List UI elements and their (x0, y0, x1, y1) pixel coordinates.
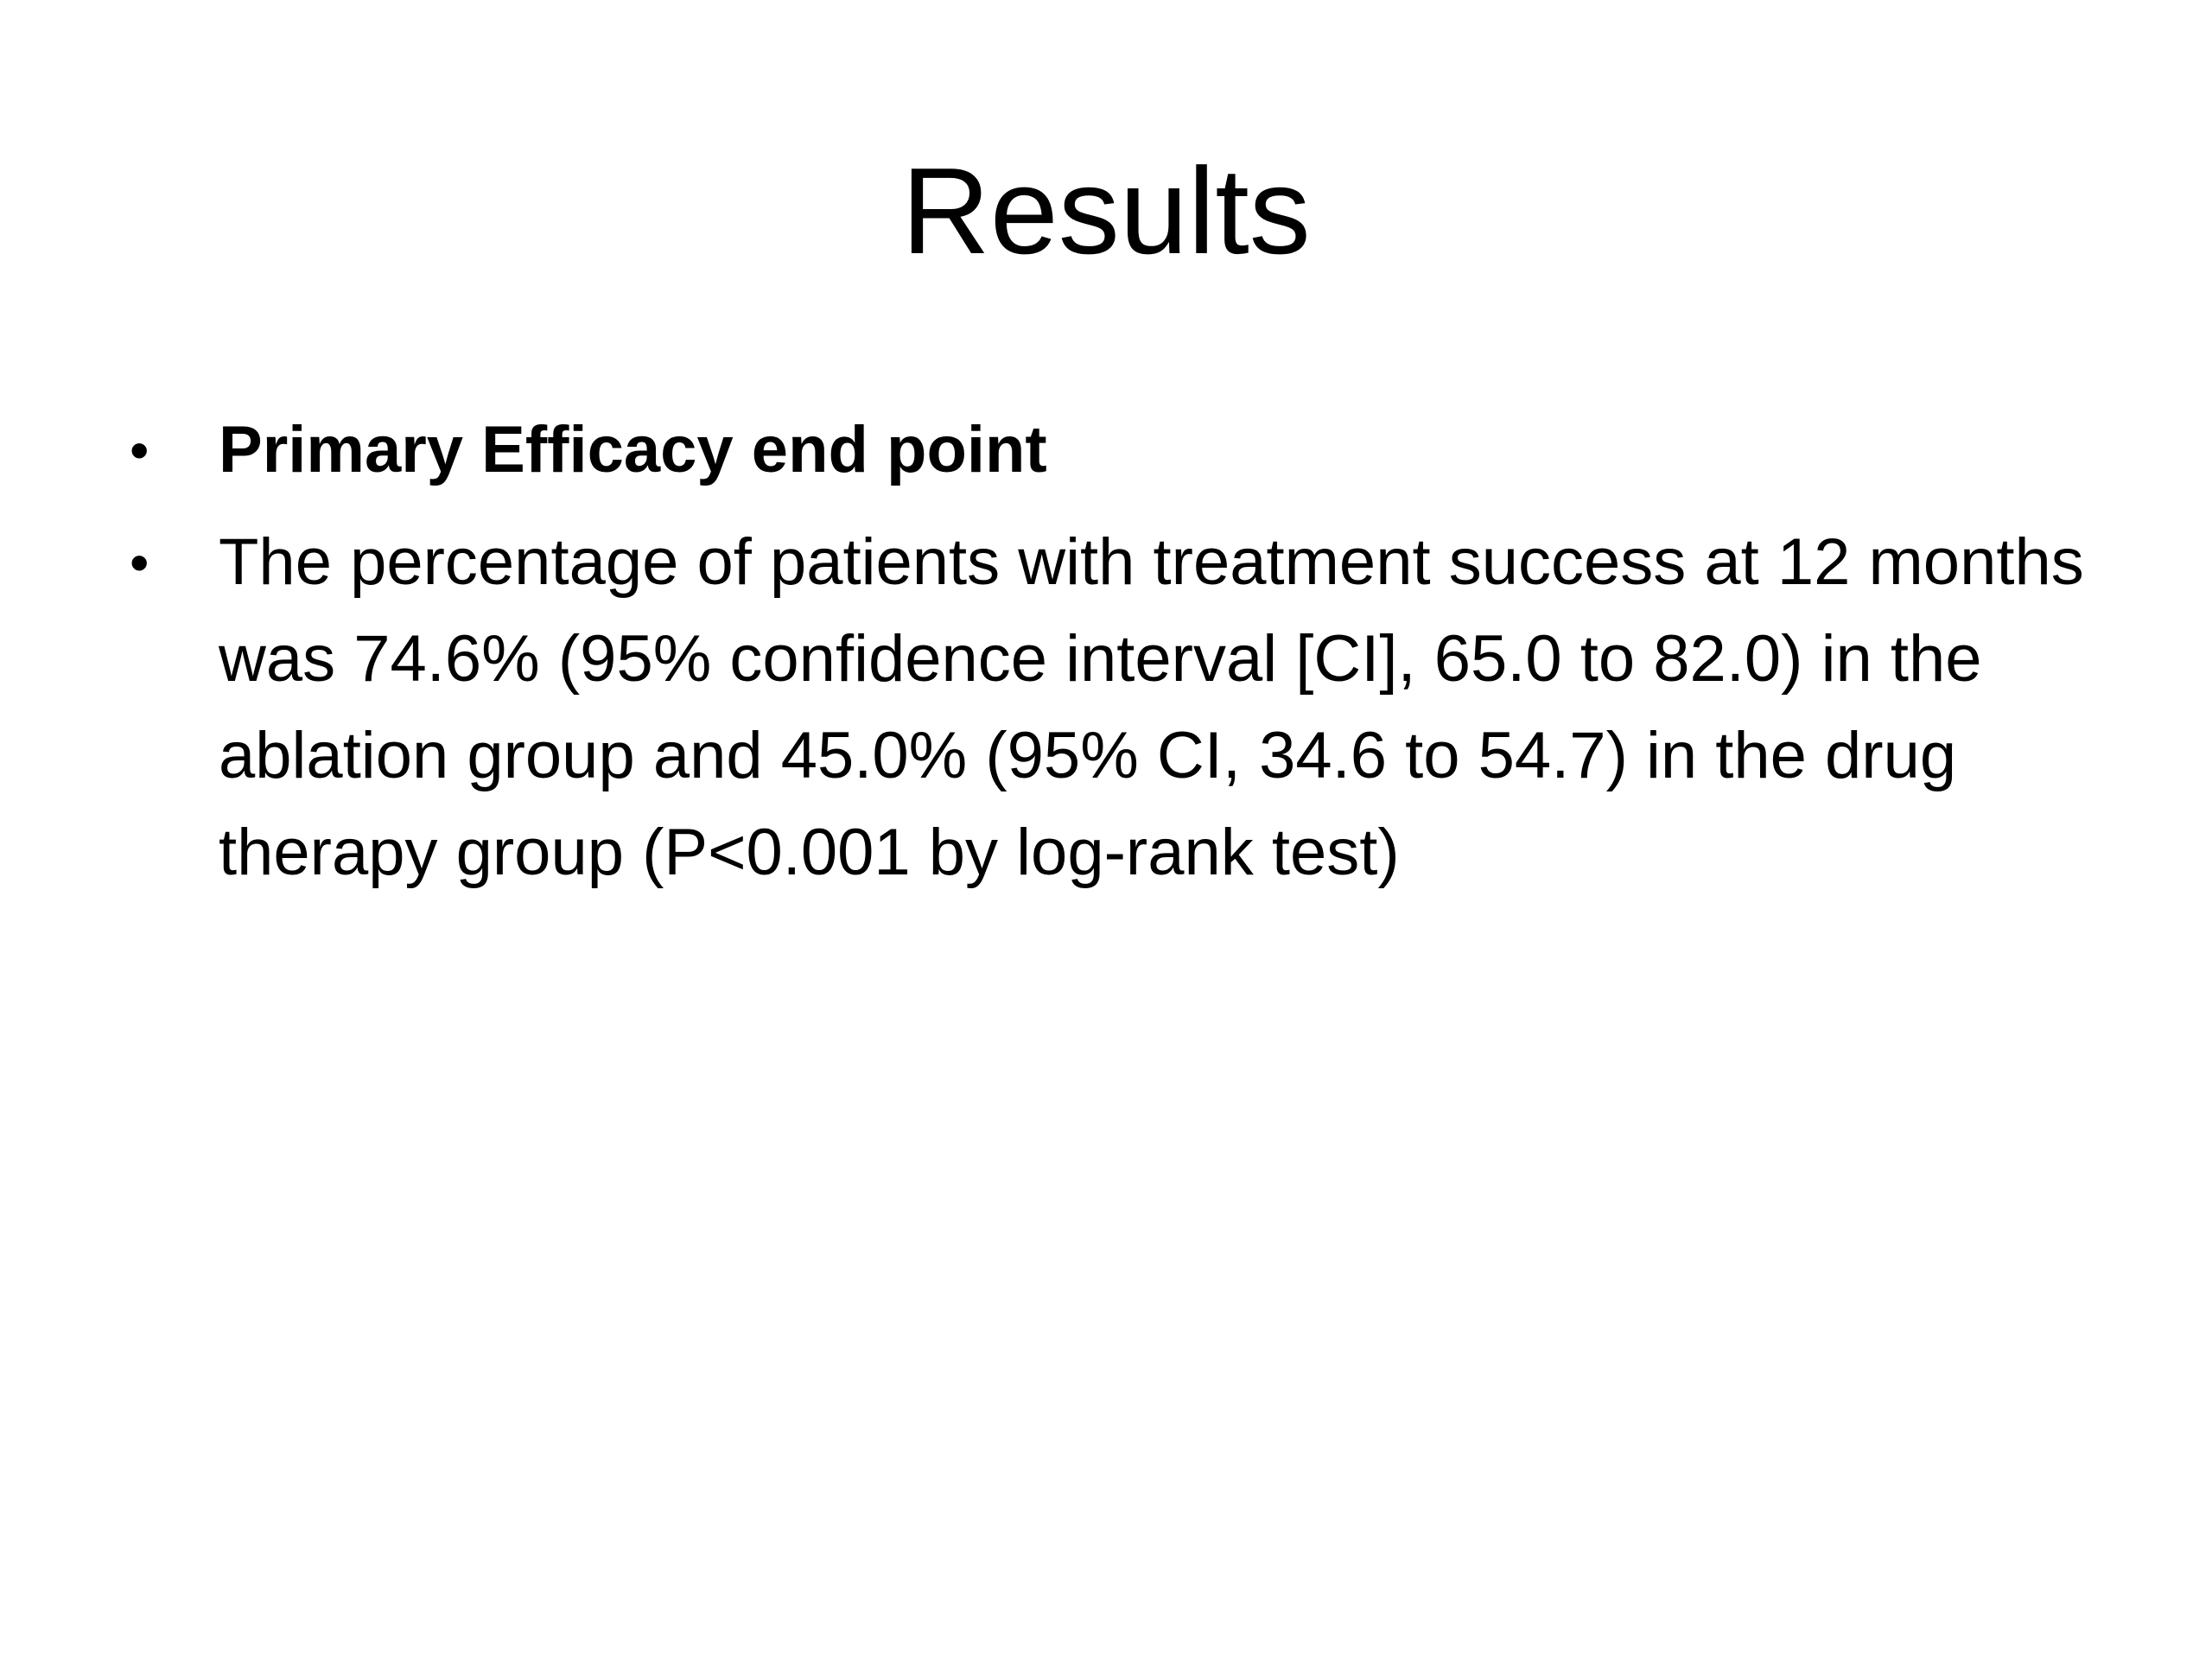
bullet-heading: Primary Efficacy end point (219, 413, 1047, 486)
bullet-item-primary-endpoint: • Primary Efficacy end point (130, 402, 2117, 499)
slide-title: Results (901, 143, 1311, 280)
bullet-item-results: • The percentage of patients with treatm… (130, 514, 2117, 901)
bullet-list: • Primary Efficacy end point • The perce… (130, 402, 2117, 917)
bullet-body-text: The percentage of patients with treatmen… (219, 525, 2084, 889)
bullet-dot-icon: • (130, 531, 149, 594)
bullet-dot-icon: • (130, 419, 149, 481)
